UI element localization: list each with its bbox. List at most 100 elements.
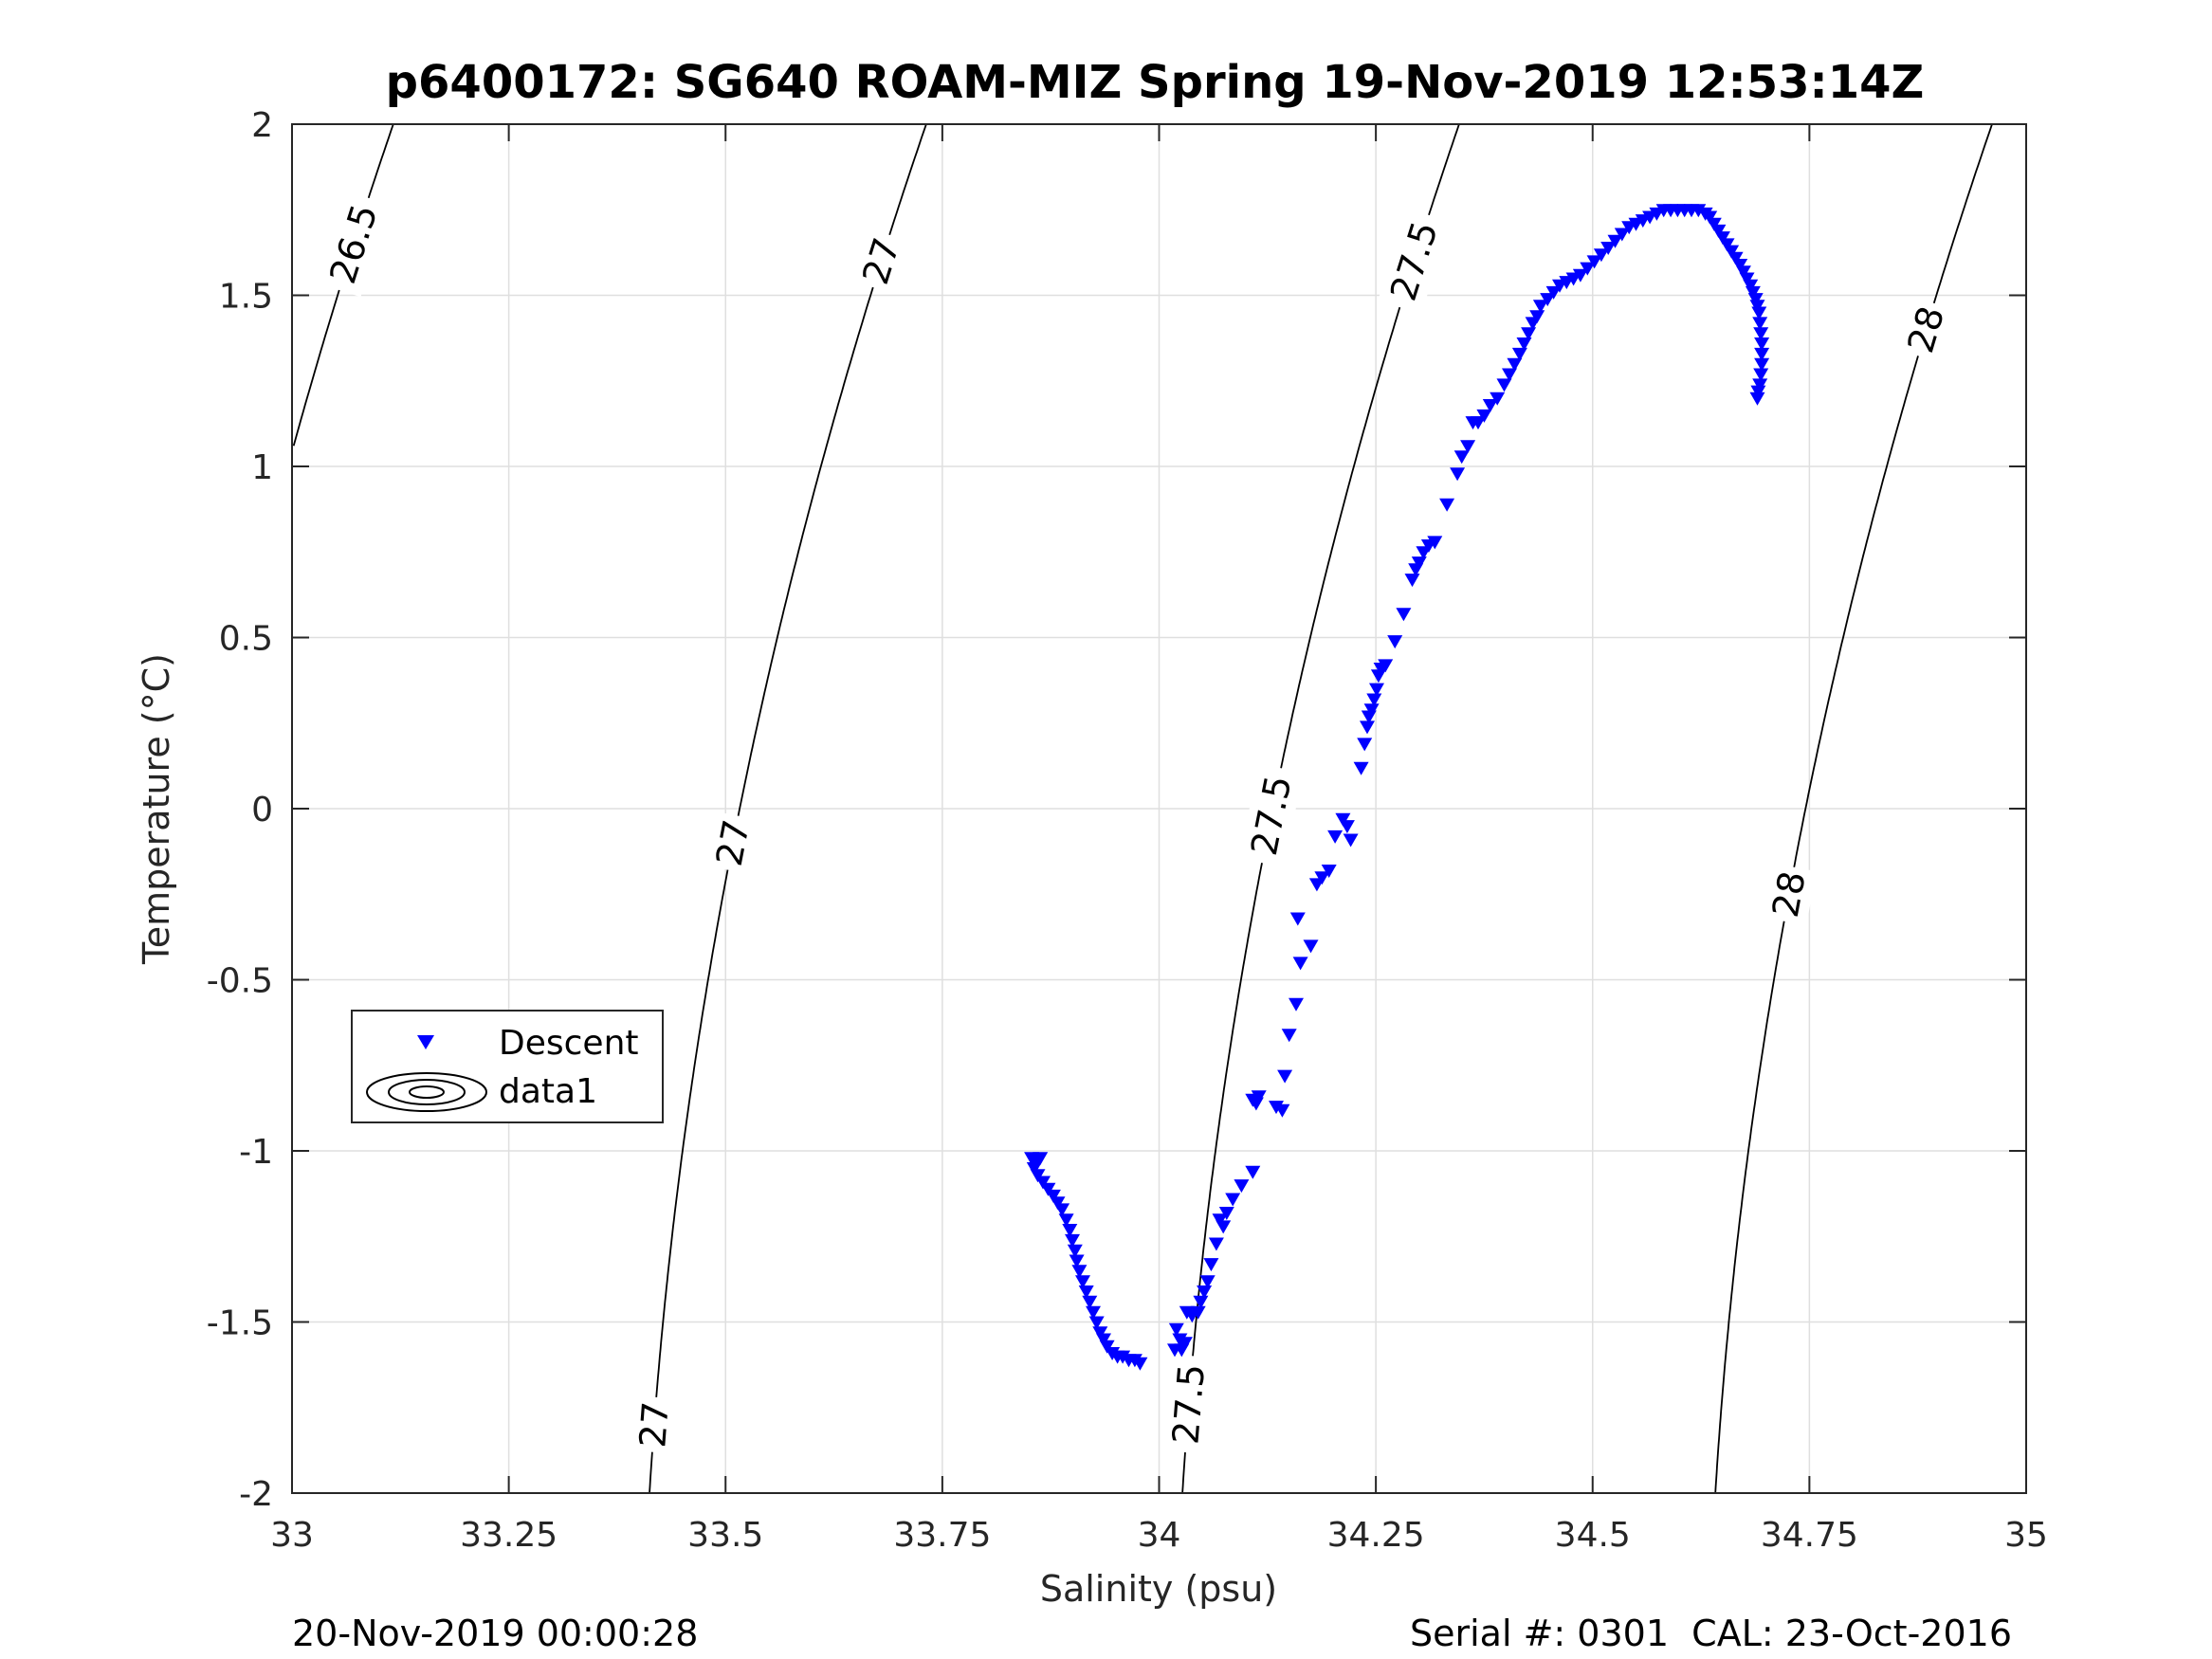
descent-point (1069, 1254, 1085, 1268)
y-axis-label: Temperature (°C) (136, 653, 177, 965)
descent-point (1269, 1101, 1284, 1115)
descent-point (1245, 1165, 1261, 1179)
legend-box (351, 1010, 664, 1123)
contour-label: 27 (631, 1400, 677, 1449)
descent-point (1710, 224, 1727, 238)
descent-point (1747, 293, 1764, 307)
descent-point (1075, 1275, 1090, 1289)
contour-label-bg (1378, 208, 1451, 315)
descent-point (1132, 1357, 1148, 1371)
x-tick-label: 34 (1138, 1516, 1181, 1555)
descent-point (1387, 635, 1403, 649)
descent-point (1753, 368, 1769, 382)
footer-timestamp: 20-Nov-2019 00:00:28 (292, 1613, 698, 1654)
descent-point (1702, 210, 1718, 225)
descent-point (1752, 378, 1768, 392)
descent-point (1218, 1207, 1234, 1220)
descent-point (1724, 245, 1740, 259)
descent-point (1062, 1224, 1078, 1237)
descent-point (1471, 416, 1486, 430)
descent-point (1572, 268, 1588, 283)
descent-point (1507, 357, 1523, 372)
contour-label-bg (317, 191, 391, 298)
descent-point (1476, 409, 1492, 423)
descent-point (1321, 865, 1337, 878)
descent-point (1071, 1265, 1088, 1279)
x-axis-label: Salinity (psu) (1040, 1568, 1277, 1610)
legend-descent-label: Descent (499, 1024, 639, 1063)
descent-point (1212, 1213, 1228, 1228)
descent-point (1360, 720, 1375, 735)
descent-point (1054, 1203, 1070, 1217)
descent-point (1753, 327, 1769, 341)
contour-label-bg (850, 228, 912, 295)
descent-point (1099, 1340, 1115, 1354)
y-tick-label: -1 (239, 1133, 273, 1172)
descent-point (1314, 871, 1330, 885)
descent-point (1714, 231, 1730, 246)
descent-point (1030, 1169, 1046, 1183)
descent-point (1460, 440, 1476, 454)
descent-point (1289, 912, 1306, 926)
y-tick-label: 1.5 (219, 278, 273, 317)
y-tick-label: -2 (239, 1475, 273, 1514)
descent-point (1088, 1316, 1105, 1330)
descent-point (1532, 300, 1548, 314)
descent-point (1353, 761, 1369, 775)
descent-point (1732, 259, 1748, 272)
descent-point (1754, 347, 1770, 361)
descent-point (1197, 1285, 1213, 1299)
descent-point (1067, 1244, 1083, 1258)
descent-point (1706, 217, 1722, 231)
legend-data1-label: data1 (499, 1072, 597, 1111)
descent-point (1343, 833, 1359, 848)
descent-point (1529, 310, 1545, 324)
descent-point (1580, 262, 1596, 276)
descent-point (1065, 1233, 1080, 1248)
contour-label-bg (704, 811, 761, 875)
descent-point (1274, 1103, 1290, 1118)
descent-point (1593, 248, 1609, 263)
descent-point (1749, 392, 1765, 406)
descent-point (1199, 1275, 1216, 1289)
y-tick-label: 1 (251, 448, 273, 487)
descent-point (1719, 238, 1735, 252)
descent-point (1366, 693, 1382, 707)
descent-point (1177, 1337, 1193, 1351)
x-tick-label: 33.25 (460, 1516, 558, 1555)
contour-label-bg (629, 1395, 680, 1454)
y-tick-labels: -2 -1.5 -1 -0.5 0 0.5 1 1.5 2 (207, 106, 273, 1514)
descent-point (1396, 608, 1412, 622)
descent-point (1281, 1029, 1297, 1043)
descent-point (1193, 1295, 1209, 1309)
contour-label: 27 (708, 816, 758, 869)
legend-contour-icon (366, 1072, 487, 1112)
descent-point (1607, 234, 1623, 248)
x-tick-label: 33.5 (687, 1516, 763, 1555)
descent-point (1754, 357, 1770, 372)
descent-point (1502, 368, 1517, 382)
descent-point (1251, 1090, 1267, 1104)
descent-point (1450, 467, 1466, 482)
descent-point (1234, 1179, 1250, 1194)
contour-label-bg (1161, 1354, 1216, 1454)
grid (292, 124, 2026, 1493)
descent-point (1115, 1350, 1131, 1364)
descent-point (1078, 1285, 1094, 1299)
footer-serial-cal: Serial #: 0301 CAL: 23-Oct-2016 (1410, 1613, 2012, 1654)
descent-point (1739, 272, 1755, 286)
x-tick-label: 34.75 (1761, 1516, 1858, 1555)
descent-point (1453, 450, 1470, 465)
descent-point (1033, 1152, 1049, 1166)
descent-point (1248, 1097, 1264, 1111)
contour-line (649, 123, 927, 1494)
y-tick-label: 2 (251, 106, 273, 145)
descent-point (1521, 327, 1537, 341)
descent-point (1749, 300, 1765, 314)
descent-point (1292, 957, 1308, 971)
y-tick-label: -1.5 (207, 1304, 273, 1343)
descent-point (1439, 498, 1455, 512)
descent-point (1058, 1213, 1074, 1228)
